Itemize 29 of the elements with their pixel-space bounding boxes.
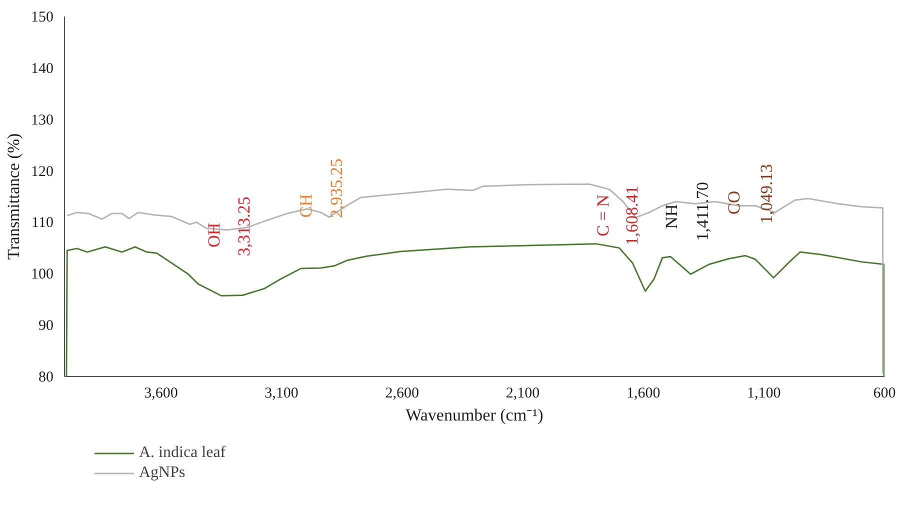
annotation: C = N	[593, 194, 612, 236]
x-tick-label: 3,600	[144, 386, 178, 402]
y-tick-label: 80	[38, 370, 54, 386]
x-tick-label: 1,600	[626, 386, 660, 402]
y-tick-label: 90	[38, 318, 54, 334]
y-tick-label: 110	[32, 215, 54, 232]
annotation: 1,411.70	[693, 182, 712, 241]
x-tick-label: 3,100	[264, 386, 298, 402]
x-tick-label: 2,100	[506, 386, 540, 402]
annotation: NH	[662, 204, 681, 229]
legend-label: A. indica leaf	[139, 444, 226, 462]
annotation: 1,608.41	[622, 186, 642, 246]
y-tick-label: 130	[31, 112, 54, 128]
x-axis-title: Wavenumber (cm⁻¹)	[406, 406, 544, 424]
annotation: OH	[204, 222, 224, 248]
y-tick-label: 100	[31, 266, 54, 283]
annotation: 1,049.13	[756, 164, 776, 224]
x-tick-label: 600	[873, 386, 896, 402]
y-axis-title: Transmittance (%)	[4, 133, 23, 260]
annotation: CH	[296, 194, 316, 218]
annotation: CO	[724, 190, 744, 214]
y-tick-label: 120	[31, 164, 54, 180]
y-tick-label: 150	[31, 10, 54, 26]
x-tick-label: 2,600	[385, 386, 420, 402]
x-tick-label: 1,100	[747, 386, 781, 402]
y-tick-label: 140	[31, 60, 54, 77]
annotation: 3,313.25	[234, 196, 254, 256]
legend-label: AgNPs	[139, 464, 186, 482]
annotation: 2,935.25	[327, 158, 346, 218]
